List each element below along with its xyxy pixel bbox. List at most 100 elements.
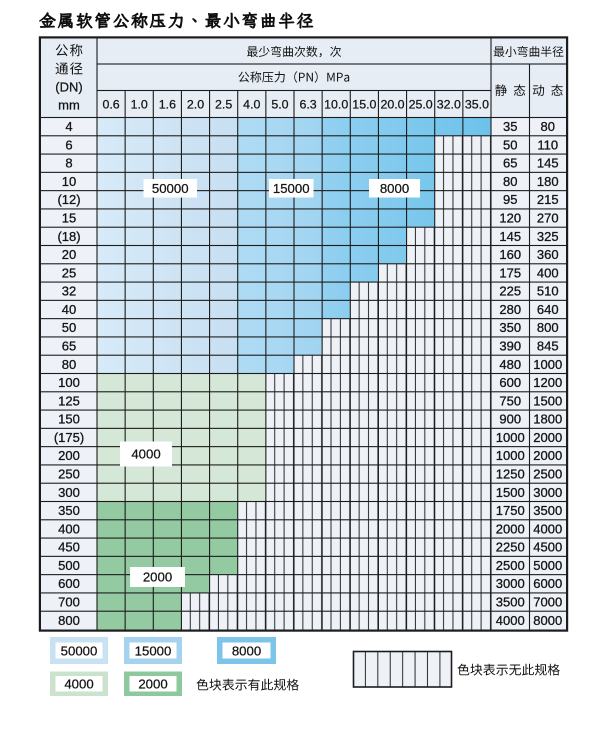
svg-text:1800: 1800 bbox=[533, 412, 562, 427]
svg-text:6000: 6000 bbox=[533, 576, 562, 591]
svg-text:8: 8 bbox=[65, 156, 72, 171]
svg-text:145: 145 bbox=[537, 156, 559, 171]
svg-text:50000: 50000 bbox=[152, 181, 189, 196]
svg-text:32: 32 bbox=[62, 284, 76, 299]
svg-text:100: 100 bbox=[58, 375, 80, 390]
svg-text:215: 215 bbox=[537, 192, 559, 207]
svg-text:50: 50 bbox=[62, 320, 76, 335]
svg-text:10.0: 10.0 bbox=[324, 97, 348, 111]
svg-text:280: 280 bbox=[499, 302, 521, 317]
svg-text:2000: 2000 bbox=[496, 521, 525, 536]
svg-text:400: 400 bbox=[58, 521, 80, 536]
svg-text:125: 125 bbox=[58, 393, 80, 408]
svg-text:160: 160 bbox=[499, 247, 521, 262]
svg-text:20.0: 20.0 bbox=[380, 97, 404, 111]
svg-text:845: 845 bbox=[537, 338, 559, 353]
svg-text:2500: 2500 bbox=[496, 558, 525, 573]
svg-text:(175): (175) bbox=[54, 430, 84, 445]
svg-text:270: 270 bbox=[537, 210, 559, 225]
svg-text:600: 600 bbox=[58, 576, 80, 591]
svg-text:15: 15 bbox=[62, 210, 76, 225]
svg-text:4.0: 4.0 bbox=[243, 97, 260, 111]
svg-text:1000: 1000 bbox=[496, 430, 525, 445]
svg-text:8000: 8000 bbox=[232, 643, 261, 658]
svg-text:35: 35 bbox=[503, 119, 517, 134]
svg-text:15000: 15000 bbox=[273, 181, 310, 196]
svg-text:6.3: 6.3 bbox=[299, 97, 316, 111]
svg-text:175: 175 bbox=[499, 265, 521, 280]
svg-text:300: 300 bbox=[58, 485, 80, 500]
svg-text:15.0: 15.0 bbox=[352, 97, 376, 111]
svg-text:110: 110 bbox=[537, 137, 558, 152]
svg-text:(18): (18) bbox=[57, 229, 80, 244]
svg-text:2000: 2000 bbox=[533, 448, 562, 463]
svg-text:4000: 4000 bbox=[496, 613, 525, 628]
svg-text:8000: 8000 bbox=[380, 181, 409, 196]
svg-text:450: 450 bbox=[58, 540, 80, 555]
svg-text:250: 250 bbox=[58, 466, 80, 481]
svg-text:360: 360 bbox=[537, 247, 559, 262]
svg-text:35.0: 35.0 bbox=[465, 97, 489, 111]
svg-text:1.6: 1.6 bbox=[159, 97, 176, 111]
svg-text:32.0: 32.0 bbox=[437, 97, 461, 111]
svg-text:1250: 1250 bbox=[496, 466, 525, 481]
svg-text:65: 65 bbox=[62, 338, 76, 353]
svg-text:145: 145 bbox=[499, 229, 521, 244]
svg-text:(12): (12) bbox=[57, 192, 80, 207]
svg-text:325: 325 bbox=[537, 229, 559, 244]
svg-text:4500: 4500 bbox=[533, 540, 562, 555]
svg-text:480: 480 bbox=[499, 357, 521, 372]
svg-text:500: 500 bbox=[58, 558, 80, 573]
svg-text:25.0: 25.0 bbox=[409, 97, 433, 111]
svg-text:8000: 8000 bbox=[533, 613, 562, 628]
svg-text:0.6: 0.6 bbox=[102, 97, 119, 111]
svg-text:50: 50 bbox=[503, 137, 517, 152]
svg-text:3500: 3500 bbox=[533, 503, 562, 518]
svg-text:3000: 3000 bbox=[533, 485, 562, 500]
svg-text:80: 80 bbox=[62, 357, 76, 372]
svg-text:80: 80 bbox=[503, 174, 517, 189]
svg-text:10: 10 bbox=[62, 174, 76, 189]
svg-text:1500: 1500 bbox=[496, 485, 525, 500]
svg-text:2000: 2000 bbox=[138, 677, 167, 692]
svg-text:2000: 2000 bbox=[143, 570, 172, 585]
svg-text:95: 95 bbox=[503, 192, 517, 207]
svg-text:40: 40 bbox=[62, 302, 76, 317]
svg-text:7000: 7000 bbox=[533, 594, 562, 609]
svg-text:800: 800 bbox=[58, 613, 80, 628]
svg-text:150: 150 bbox=[58, 412, 80, 427]
svg-text:640: 640 bbox=[537, 302, 559, 317]
svg-text:225: 225 bbox=[499, 284, 521, 299]
svg-text:180: 180 bbox=[537, 174, 559, 189]
svg-text:2500: 2500 bbox=[533, 466, 562, 481]
svg-text:1750: 1750 bbox=[496, 503, 525, 518]
svg-text:3500: 3500 bbox=[496, 594, 525, 609]
svg-text:1500: 1500 bbox=[533, 393, 562, 408]
svg-text:350: 350 bbox=[499, 320, 521, 335]
svg-text:2.5: 2.5 bbox=[215, 97, 232, 111]
svg-text:80: 80 bbox=[541, 119, 555, 134]
svg-text:390: 390 bbox=[499, 338, 521, 353]
svg-text:4000: 4000 bbox=[64, 677, 93, 692]
svg-text:3000: 3000 bbox=[496, 576, 525, 591]
svg-text:1000: 1000 bbox=[533, 357, 562, 372]
svg-text:50000: 50000 bbox=[61, 643, 98, 658]
svg-text:4: 4 bbox=[65, 119, 72, 134]
svg-text:750: 750 bbox=[499, 393, 521, 408]
svg-text:600: 600 bbox=[499, 375, 521, 390]
svg-text:1000: 1000 bbox=[496, 448, 525, 463]
svg-text:400: 400 bbox=[537, 265, 559, 280]
svg-text:2000: 2000 bbox=[533, 430, 562, 445]
svg-text:5.0: 5.0 bbox=[271, 97, 288, 111]
svg-text:1.0: 1.0 bbox=[131, 97, 148, 111]
svg-text:6: 6 bbox=[65, 137, 72, 152]
svg-text:5000: 5000 bbox=[533, 558, 562, 573]
svg-text:15000: 15000 bbox=[135, 643, 172, 658]
svg-text:800: 800 bbox=[537, 320, 559, 335]
svg-text:120: 120 bbox=[499, 210, 521, 225]
svg-text:200: 200 bbox=[58, 448, 80, 463]
svg-text:2250: 2250 bbox=[496, 540, 525, 555]
svg-text:25: 25 bbox=[62, 265, 76, 280]
svg-text:1200: 1200 bbox=[533, 375, 562, 390]
svg-text:2.0: 2.0 bbox=[187, 97, 204, 111]
